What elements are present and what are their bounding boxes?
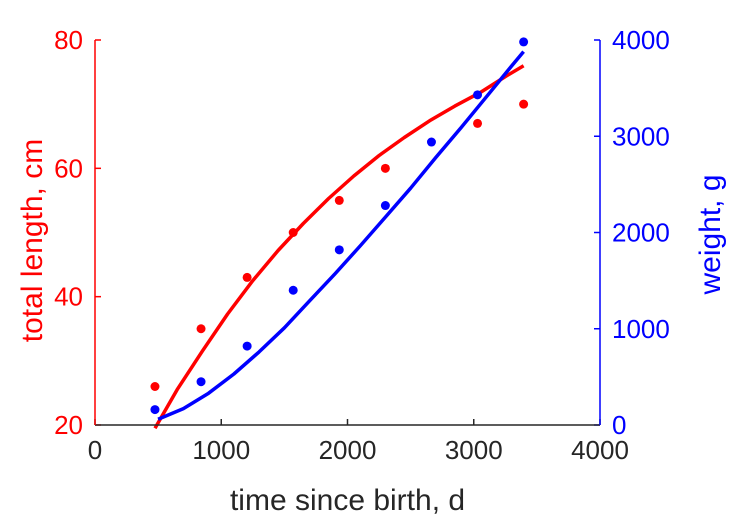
weight-data-point xyxy=(380,201,390,211)
weight-data-point xyxy=(426,137,436,147)
right-tick-label: 2000 xyxy=(612,218,670,248)
length-data-point xyxy=(196,324,206,334)
length-fit-line xyxy=(153,64,525,430)
fit-curves xyxy=(153,50,525,430)
length-data-point xyxy=(150,382,160,391)
x-tick-label: 1000 xyxy=(192,435,250,465)
weight-data-point xyxy=(196,377,206,387)
weight-data-point xyxy=(334,245,344,255)
data-points xyxy=(150,37,529,415)
left-tick-label: 20 xyxy=(54,410,83,440)
length-data-point xyxy=(334,195,344,205)
weight-data-point xyxy=(150,405,160,415)
x-tick-label: 4000 xyxy=(571,435,629,465)
left-tick-label: 60 xyxy=(54,153,83,183)
x-axis-label: time since birth, d xyxy=(230,484,465,517)
length-data-point xyxy=(473,118,483,128)
left-axis-ticks: 20 40 60 80 xyxy=(54,25,101,440)
left-axis-label: total length, cm xyxy=(16,139,49,342)
right-tick-label: 4000 xyxy=(612,25,670,55)
weight-fit-line xyxy=(157,50,525,421)
length-data-point xyxy=(519,99,529,109)
right-axis-ticks: 0 1000 2000 3000 4000 xyxy=(594,25,670,440)
right-tick-label: 3000 xyxy=(612,121,670,151)
right-tick-label: 0 xyxy=(612,410,626,440)
weight-data-point xyxy=(288,285,298,295)
weight-data-point xyxy=(473,90,483,100)
left-tick-label: 40 xyxy=(54,282,83,312)
length-data-point xyxy=(288,228,298,237)
x-axis-ticks: 0 1000 2000 3000 4000 xyxy=(88,419,629,465)
right-axis-label: weight, g xyxy=(694,174,727,295)
left-tick-label: 80 xyxy=(54,25,83,55)
x-tick-label: 2000 xyxy=(319,435,377,465)
x-tick-label: 3000 xyxy=(445,435,503,465)
right-tick-label: 1000 xyxy=(612,314,670,344)
length-data-point xyxy=(380,163,390,173)
x-tick-label: 0 xyxy=(88,435,102,465)
length-data-point xyxy=(242,272,252,282)
weight-data-point xyxy=(242,341,252,351)
weight-data-point xyxy=(519,37,529,47)
